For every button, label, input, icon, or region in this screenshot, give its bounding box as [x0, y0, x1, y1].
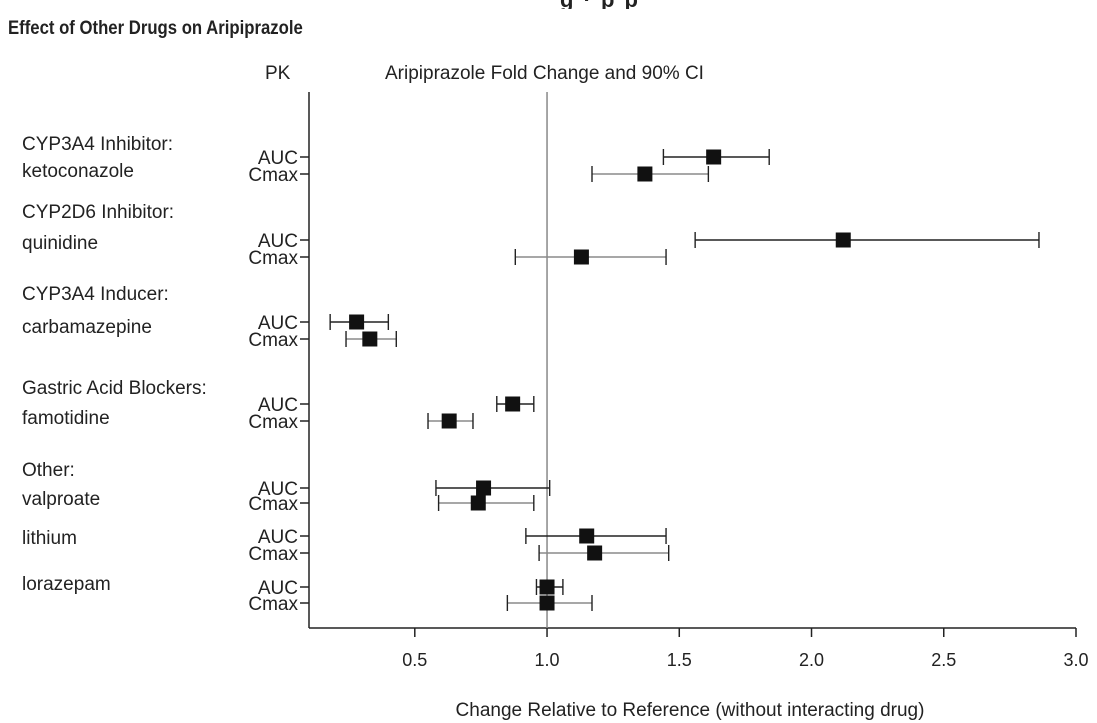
point-estimate [539, 595, 555, 611]
pk-label: AUC [258, 395, 298, 416]
pk-label: Cmax [248, 412, 298, 433]
pk-label: Cmax [248, 330, 298, 351]
pk-label: Cmax [248, 594, 298, 615]
point-estimate [573, 249, 589, 265]
group-label: Other: [22, 460, 75, 481]
pk-column-header: PK [265, 63, 291, 84]
plot-column-header: Aripiprazole Fold Change and 90% CI [385, 63, 704, 84]
pk-label: AUC [258, 231, 298, 252]
point-estimate [637, 166, 653, 182]
group-label: ketoconazole [22, 161, 134, 182]
point-estimate [505, 396, 521, 412]
group-label: valproate [22, 489, 100, 510]
pk-label: AUC [258, 313, 298, 334]
point-estimate [349, 314, 365, 330]
pk-label: AUC [258, 479, 298, 500]
point-estimate [476, 480, 492, 496]
point-estimate [362, 331, 378, 347]
group-label: CYP3A4 Inducer: [22, 284, 169, 305]
x-axis-title: Change Relative to Reference (without in… [456, 700, 925, 721]
group-label: CYP2D6 Inhibitor: [22, 202, 174, 223]
point-estimate [441, 413, 457, 429]
group-label: lithium [22, 528, 77, 549]
x-tick-label: 0.5 [402, 650, 427, 670]
pk-label: AUC [258, 148, 298, 169]
group-label: famotidine [22, 408, 110, 429]
point-estimate [579, 528, 595, 544]
pk-label: Cmax [248, 165, 298, 186]
x-tick-label: 2.5 [931, 650, 956, 670]
pk-label: Cmax [248, 248, 298, 269]
group-label: CYP3A4 Inhibitor: [22, 134, 173, 155]
group-label: Gastric Acid Blockers: [22, 378, 207, 399]
pk-label: Cmax [248, 494, 298, 515]
group-label: quinidine [22, 233, 98, 254]
point-estimate [539, 579, 555, 595]
point-estimate [835, 232, 851, 248]
chart-title: Effect of Other Drugs on Aripiprazole [8, 18, 303, 39]
pk-label: AUC [258, 578, 298, 599]
pk-label: AUC [258, 527, 298, 548]
x-tick-label: 3.0 [1063, 650, 1088, 670]
point-estimate [470, 495, 486, 511]
x-tick-label: 1.5 [667, 650, 692, 670]
pk-label: Cmax [248, 544, 298, 565]
group-label: carbamazepine [22, 317, 152, 338]
cropped-header-text: g · p p [0, 0, 1097, 9]
x-tick-label: 1.0 [535, 650, 560, 670]
point-estimate [587, 545, 603, 561]
x-tick-label: 2.0 [799, 650, 824, 670]
group-label: lorazepam [22, 574, 111, 595]
point-estimate [706, 149, 722, 165]
